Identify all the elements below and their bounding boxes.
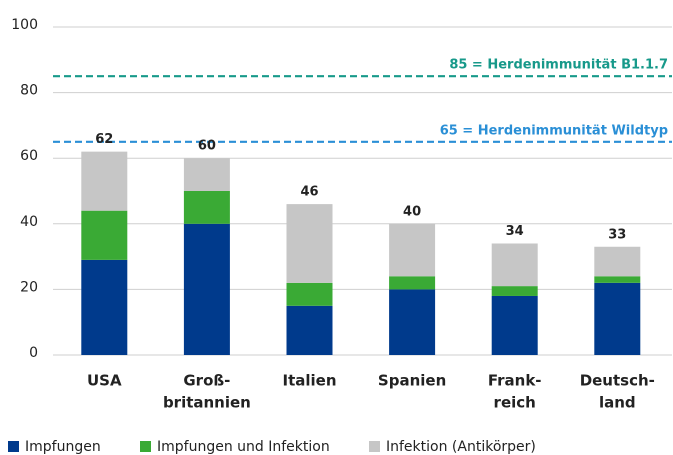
y-tick-label: 60 xyxy=(20,148,38,164)
bar-segment xyxy=(286,305,333,355)
x-tick-label: Spanien xyxy=(378,372,446,390)
x-tick-label: reich xyxy=(494,394,536,412)
bar-segment xyxy=(389,223,436,277)
legend-label: Infektion (Antikörper) xyxy=(386,439,536,455)
bar-segment xyxy=(286,204,333,283)
bar-segment xyxy=(594,246,641,277)
bar-total-label: 62 xyxy=(95,132,113,147)
bar-segment xyxy=(491,295,538,355)
y-tick-label: 80 xyxy=(20,83,38,99)
x-tick-label: Italien xyxy=(282,372,336,390)
legend-swatch xyxy=(8,441,19,452)
bar-segment xyxy=(81,151,128,211)
x-tick-label: USA xyxy=(87,372,122,390)
legend-label: Impfungen und Infektion xyxy=(157,439,330,455)
legend-label: Impfungen xyxy=(25,439,101,455)
y-tick-label: 100 xyxy=(11,17,38,33)
bar-segment xyxy=(594,276,641,283)
reference-label: 85 = Herdenimmunität B1.1.7 xyxy=(449,58,668,73)
bar-segment xyxy=(183,158,230,191)
bar-segment xyxy=(594,282,641,355)
bar-segment xyxy=(389,289,436,355)
bar-segment xyxy=(286,282,333,306)
bar-total-label: 40 xyxy=(403,204,421,219)
x-tick-label: Frank- xyxy=(488,372,542,390)
bar-segment xyxy=(491,286,538,296)
y-tick-label: 40 xyxy=(20,214,38,230)
bar-total-label: 34 xyxy=(506,224,524,239)
x-tick-label: land xyxy=(599,394,636,412)
bar-segment xyxy=(183,191,230,224)
bar-segment xyxy=(81,259,128,355)
x-tick-label: britannien xyxy=(163,394,251,412)
y-tick-label: 0 xyxy=(29,345,38,361)
bar-segment xyxy=(81,210,128,260)
y-tick-label: 20 xyxy=(20,279,38,295)
bar-total-label: 60 xyxy=(198,139,216,154)
legend-swatch xyxy=(369,441,380,452)
reference-label: 65 = Herdenimmunität Wildtyp xyxy=(440,123,668,138)
x-tick-label: Deutsch- xyxy=(580,372,655,390)
x-tick-label: Groß- xyxy=(183,372,230,390)
bar-segment xyxy=(491,243,538,287)
bar-segment xyxy=(183,223,230,355)
bar-segment xyxy=(389,276,436,290)
bar-total-label: 33 xyxy=(608,227,626,242)
legend-swatch xyxy=(140,441,151,452)
bar-total-label: 46 xyxy=(300,185,318,200)
